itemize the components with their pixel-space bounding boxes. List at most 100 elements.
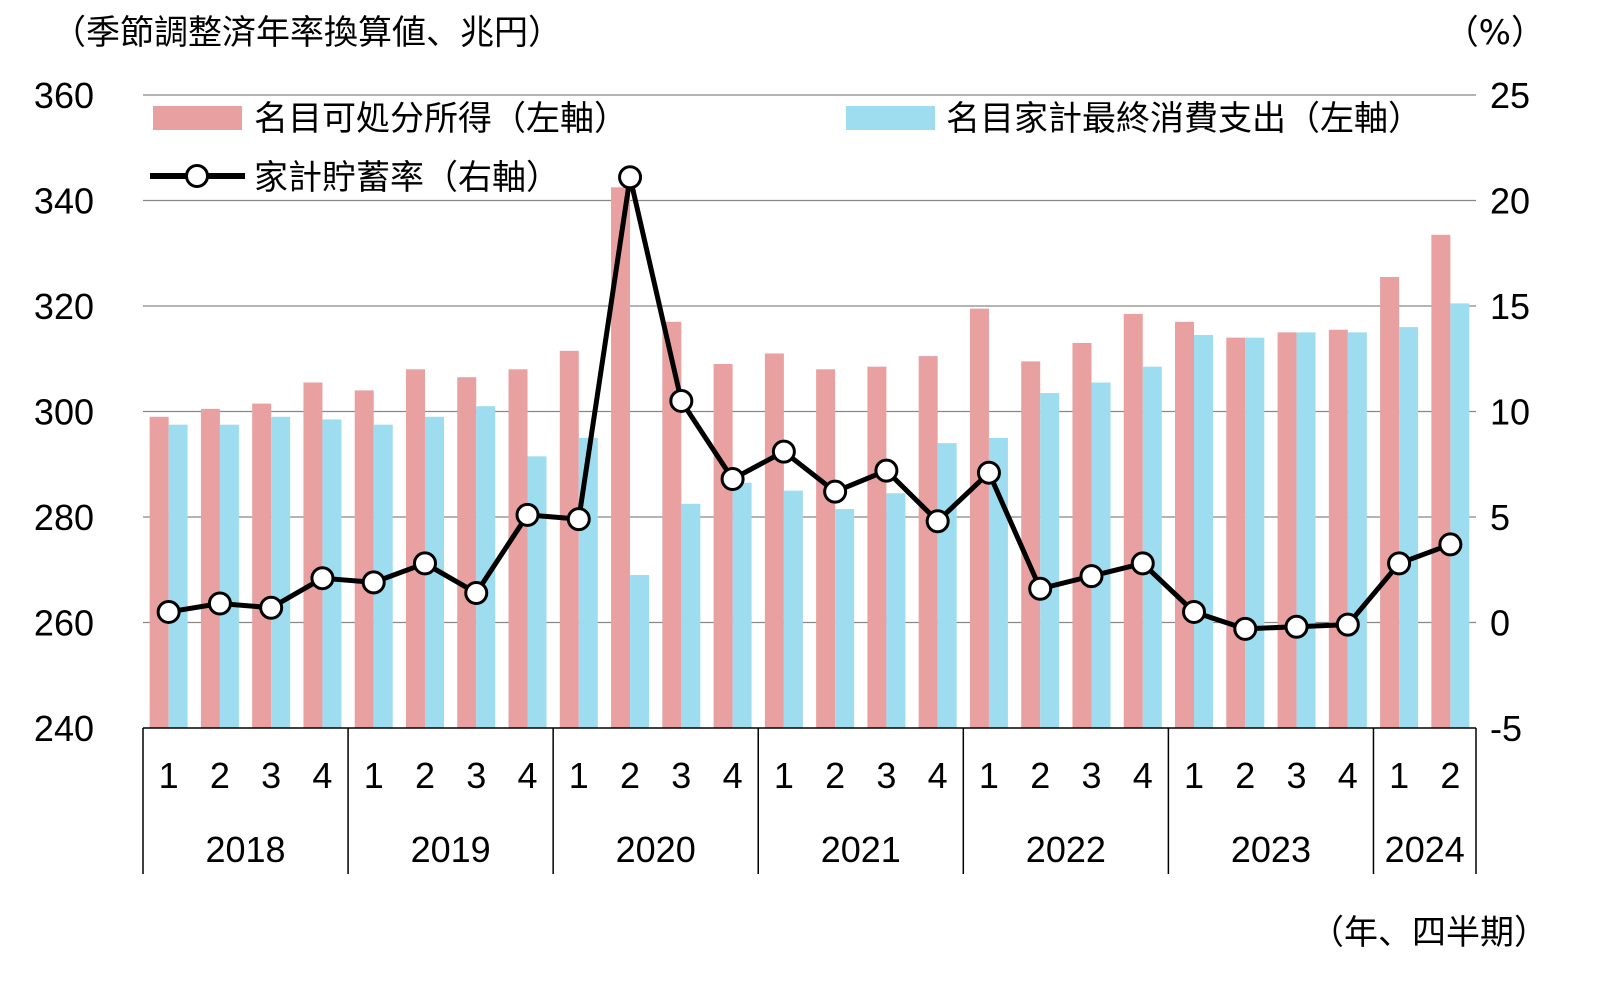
income-bar: [1328, 329, 1348, 728]
quarter-tick-label: 3: [671, 755, 691, 796]
consumption-bar: [476, 406, 496, 728]
year-tick-label: 2021: [821, 829, 901, 870]
income-bar: [662, 321, 682, 728]
legend-swatch-savings-marker: [185, 164, 209, 188]
income-bar: [200, 408, 220, 728]
consumption-bar: [424, 416, 444, 728]
right-unit-label: （%）: [1445, 13, 1545, 53]
quarter-tick-label: 4: [518, 755, 538, 796]
consumption-bar: [527, 456, 547, 728]
income-bar: [303, 382, 323, 728]
consumption-bar: [1040, 393, 1060, 728]
income-bar: [918, 356, 938, 728]
consumption-bar: [271, 416, 291, 728]
year-tick-label: 2018: [205, 829, 285, 870]
quarter-tick-label: 1: [1389, 755, 1409, 796]
x-unit-label: （年、四半期）: [1310, 913, 1548, 953]
left-tick-label: 260: [34, 603, 94, 644]
income-bar: [508, 369, 528, 728]
savings-point: [720, 467, 745, 492]
quarter-tick-label: 1: [774, 755, 794, 796]
income-bar: [816, 369, 836, 728]
income-bar: [1277, 332, 1297, 728]
quarter-tick-label: 3: [1081, 755, 1101, 796]
savings-point: [1028, 576, 1053, 601]
consumption-bar: [1399, 327, 1419, 728]
quarter-tick-label: 3: [466, 755, 486, 796]
year-tick-label: 2019: [411, 829, 491, 870]
quarter-tick-label: 2: [825, 755, 845, 796]
income-bar: [713, 364, 733, 728]
income-bar: [149, 416, 169, 728]
year-tick-label: 2024: [1385, 829, 1465, 870]
savings-point: [1079, 564, 1104, 589]
savings-point: [618, 165, 643, 190]
savings-point: [259, 595, 284, 620]
quarter-tick-label: 3: [261, 755, 281, 796]
left-tick-label: 340: [34, 181, 94, 222]
quarter-tick-label: 1: [1184, 755, 1204, 796]
quarter-tick-label: 1: [979, 755, 999, 796]
savings-point: [515, 502, 540, 527]
savings-point: [874, 458, 899, 483]
savings-point: [1387, 551, 1412, 576]
consumption-bar: [1450, 303, 1470, 728]
right-tick-label: 20: [1490, 181, 1530, 222]
savings-point: [310, 566, 335, 591]
savings-point: [412, 551, 437, 576]
quarter-tick-label: 2: [1235, 755, 1255, 796]
savings-point: [361, 570, 386, 595]
left-tick-label: 360: [34, 75, 94, 116]
savings-point: [976, 460, 1001, 485]
left-tick-label: 240: [34, 708, 94, 749]
income-bar: [1175, 321, 1195, 728]
quarter-tick-label: 4: [723, 755, 743, 796]
income-bar: [1226, 337, 1246, 728]
savings-point: [566, 507, 591, 532]
quarter-tick-label: 2: [415, 755, 435, 796]
income-bar: [764, 353, 784, 728]
consumption-bar: [578, 437, 598, 728]
savings-point: [156, 599, 181, 624]
income-bar: [1431, 234, 1451, 728]
consumption-bar: [1091, 382, 1111, 728]
income-bar: [457, 377, 477, 728]
consumption-bar: [732, 482, 752, 728]
income-bar: [559, 350, 579, 728]
quarter-tick-label: 4: [1338, 755, 1358, 796]
right-tick-label: 0: [1490, 603, 1510, 644]
legend-swatch-consumption: [846, 106, 935, 130]
consumption-bar: [1194, 335, 1214, 728]
consumption-bar: [681, 503, 701, 728]
right-tick-label: 15: [1490, 286, 1530, 327]
savings-point: [925, 509, 950, 534]
consumption-bar: [783, 490, 803, 728]
savings-point: [1438, 532, 1463, 557]
income-bar: [1072, 342, 1092, 728]
legend-label-savings: 家計貯蓄率（右軸）: [254, 158, 560, 198]
quarter-tick-label: 2: [1030, 755, 1050, 796]
quarter-tick-label: 2: [1440, 755, 1460, 796]
quarter-tick-label: 1: [569, 755, 589, 796]
legend-label-income: 名目可処分所得（左軸）: [254, 99, 628, 139]
income-bar: [405, 369, 425, 728]
quarter-tick-label: 4: [312, 755, 332, 796]
year-tick-label: 2022: [1026, 829, 1106, 870]
quarter-tick-label: 2: [620, 755, 640, 796]
savings-point: [1335, 612, 1360, 637]
consumption-bar: [937, 443, 957, 728]
quarter-tick-label: 3: [876, 755, 896, 796]
left-tick-label: 280: [34, 497, 94, 538]
savings-point: [1233, 616, 1258, 641]
savings-point: [771, 439, 796, 464]
savings-point: [464, 580, 489, 605]
quarter-tick-label: 1: [364, 755, 384, 796]
legend-label-consumption: 名目家計最終消費支出（左軸）: [946, 99, 1422, 139]
income-bar: [969, 308, 989, 728]
quarter-tick-label: 2: [210, 755, 230, 796]
consumption-bar: [1245, 337, 1265, 728]
right-tick-label: 10: [1490, 392, 1530, 433]
quarter-tick-label: 4: [1133, 755, 1153, 796]
savings-point: [1284, 614, 1309, 639]
